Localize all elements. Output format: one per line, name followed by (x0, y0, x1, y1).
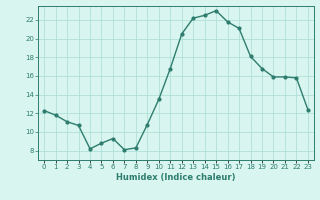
X-axis label: Humidex (Indice chaleur): Humidex (Indice chaleur) (116, 173, 236, 182)
